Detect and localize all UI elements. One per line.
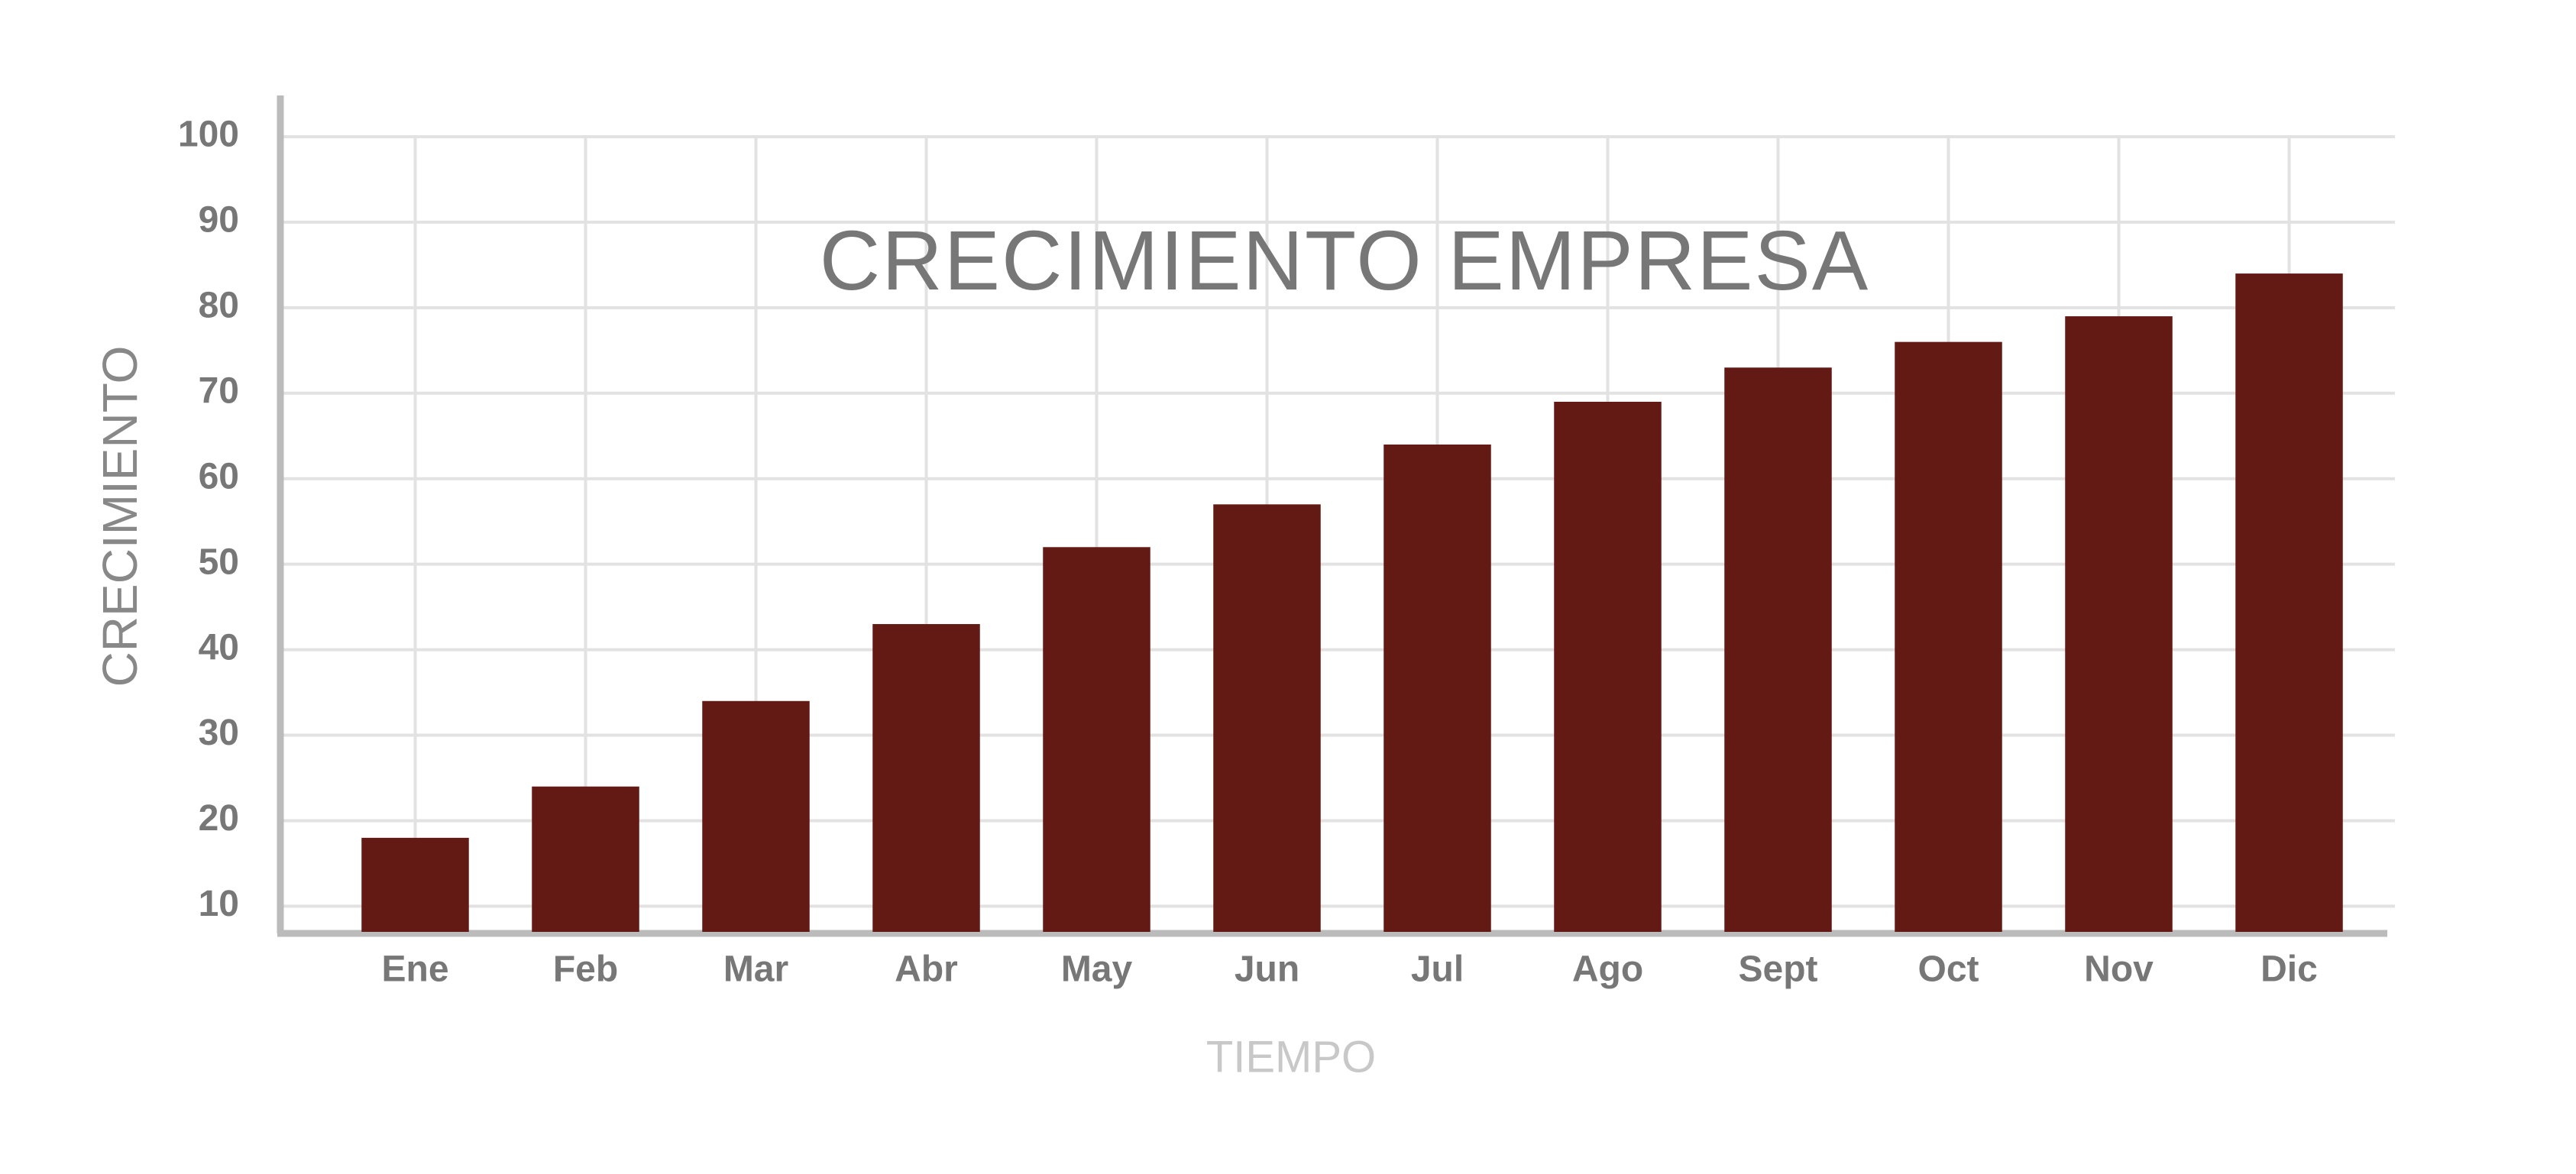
bar bbox=[1213, 504, 1321, 932]
bar bbox=[2065, 316, 2173, 932]
bar bbox=[1383, 444, 1491, 932]
x-tick-label: Feb bbox=[553, 949, 618, 990]
bar bbox=[1895, 341, 2002, 933]
bar bbox=[1724, 367, 1832, 932]
y-tick-label: 70 bbox=[199, 370, 239, 411]
y-tick-label: 40 bbox=[199, 627, 239, 668]
y-tick-label: 20 bbox=[199, 798, 239, 839]
x-tick-label: Jun bbox=[1235, 949, 1299, 990]
x-tick-label: Jul bbox=[1411, 949, 1464, 990]
y-tick-label: 90 bbox=[199, 200, 239, 241]
bar bbox=[2235, 273, 2343, 932]
x-tick-label: May bbox=[1061, 949, 1133, 990]
y-tick-label: 30 bbox=[199, 713, 239, 753]
x-tick-label: Nov bbox=[2084, 949, 2154, 990]
x-tick-label: Abr bbox=[895, 949, 958, 990]
y-axis-title: CRECIMIENTO bbox=[92, 346, 147, 687]
y-tick-label: 100 bbox=[178, 115, 239, 155]
x-tick-label: Dic bbox=[2260, 949, 2318, 990]
y-tick-label: 80 bbox=[199, 286, 239, 326]
x-axis-title: TIEMPO bbox=[1206, 1032, 1376, 1082]
bar bbox=[702, 700, 810, 932]
bar bbox=[872, 624, 980, 932]
bar bbox=[1554, 402, 1662, 932]
x-tick-label: Sept bbox=[1738, 949, 1817, 990]
bar bbox=[1043, 547, 1150, 932]
y-tick-label: 50 bbox=[199, 542, 239, 582]
chart-title: CRECIMIENTO EMPRESA bbox=[820, 214, 1870, 308]
x-tick-label: Mar bbox=[723, 949, 788, 990]
bar bbox=[532, 786, 639, 932]
x-tick-label: Ene bbox=[381, 949, 448, 990]
x-tick-label: Ago bbox=[1572, 949, 1643, 990]
y-tick-label: 60 bbox=[199, 456, 239, 496]
bar bbox=[361, 837, 469, 932]
x-tick-label: Oct bbox=[1917, 949, 1979, 990]
y-tick-label: 10 bbox=[199, 884, 239, 924]
